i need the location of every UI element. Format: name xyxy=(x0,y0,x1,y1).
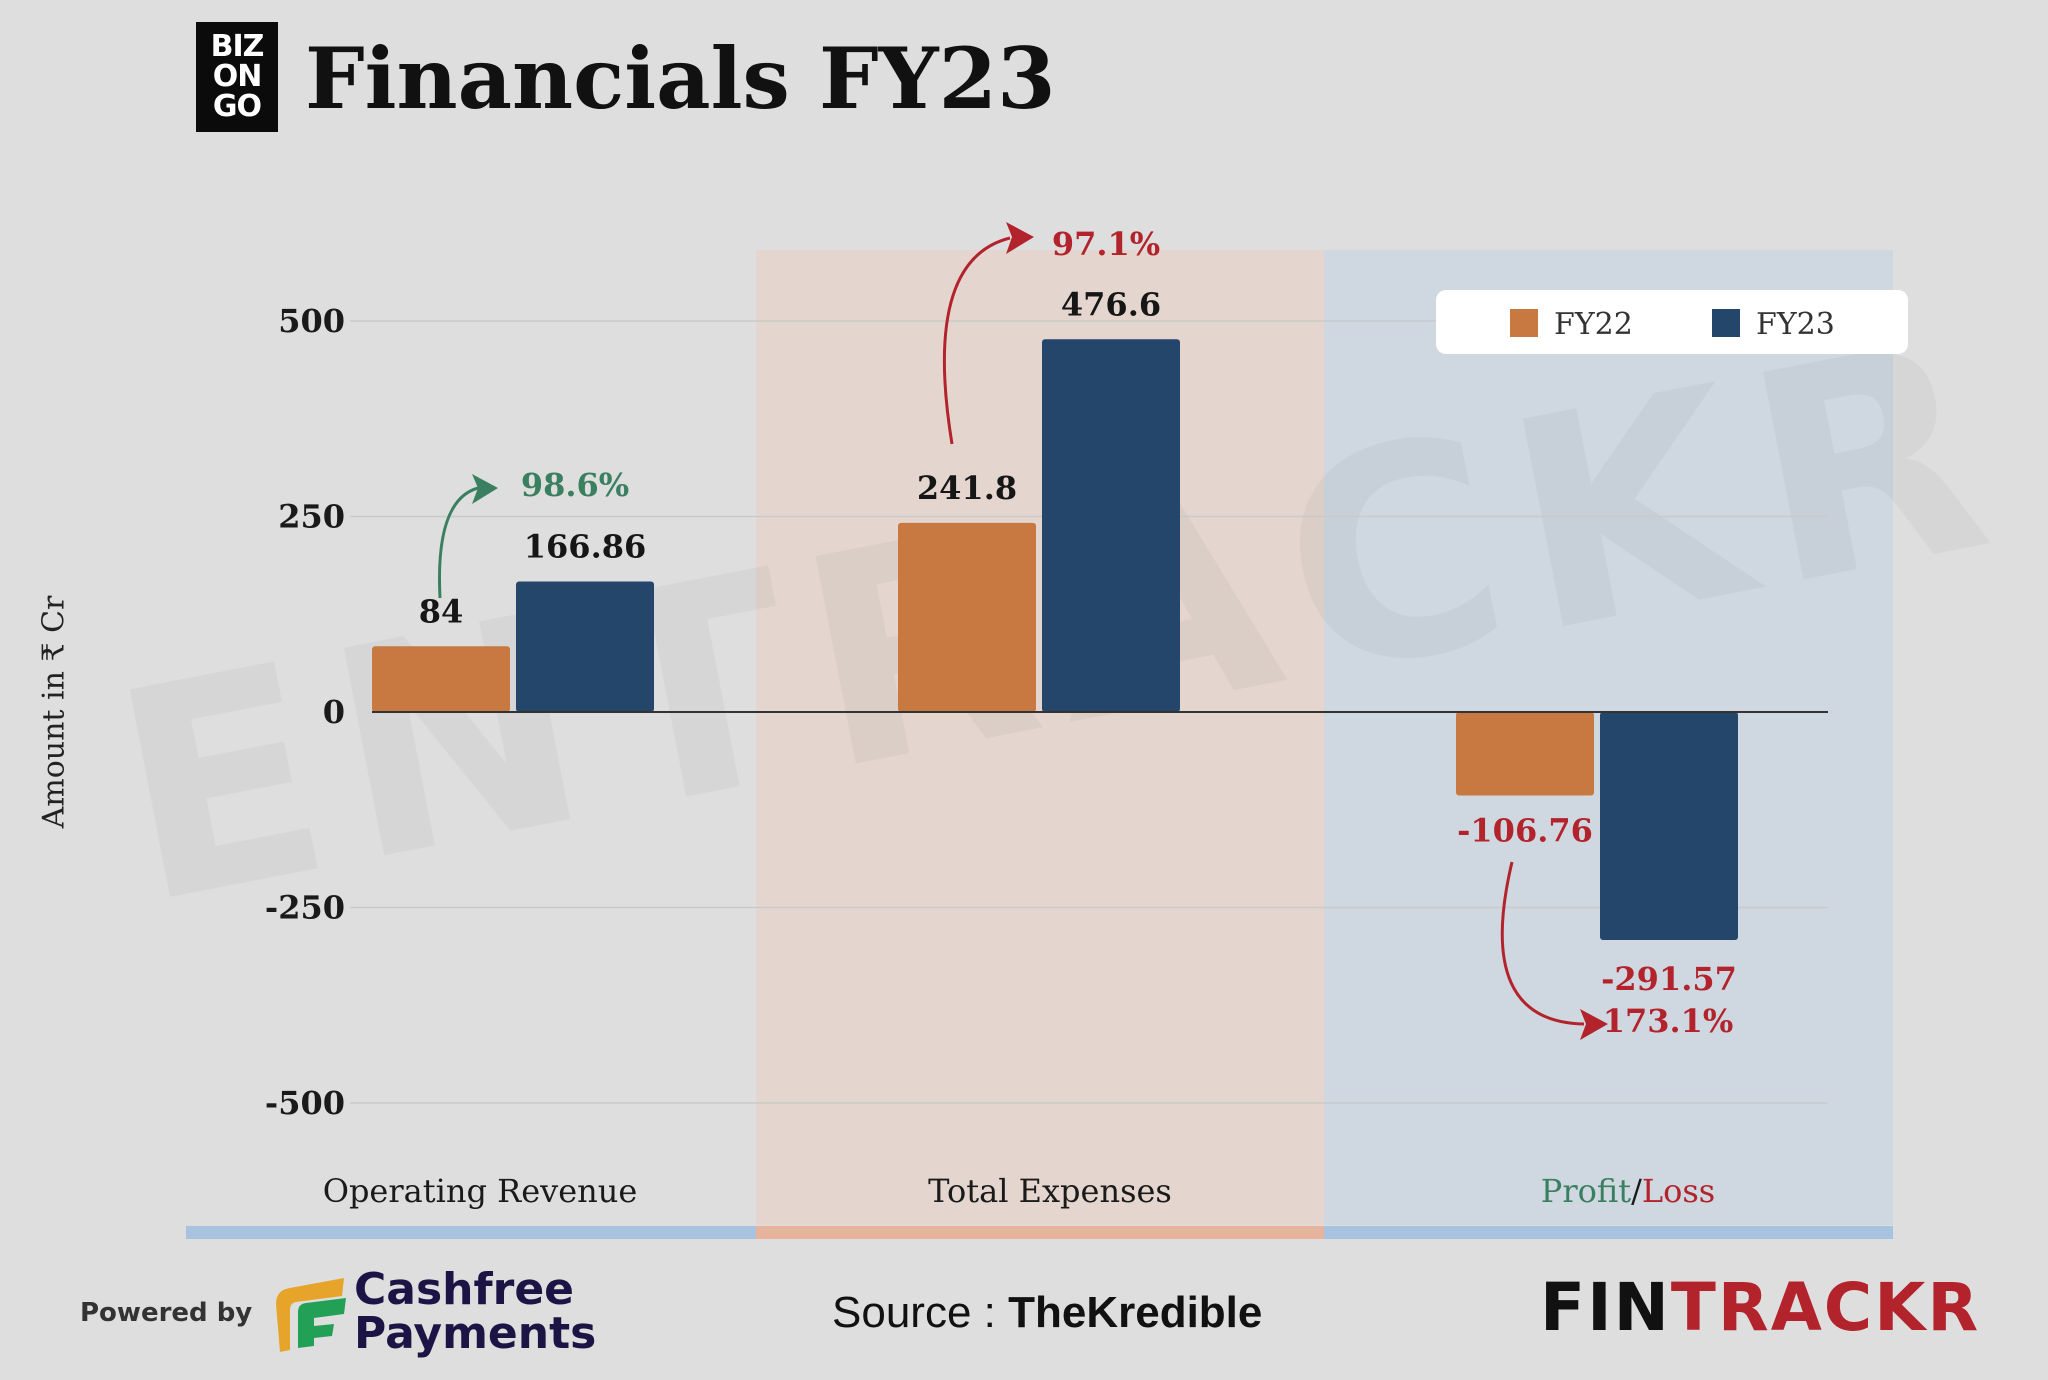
section-background-2 xyxy=(756,250,1324,1225)
legend-label-fy22: FY22 xyxy=(1554,307,1633,342)
bar-fy22 xyxy=(898,522,1036,712)
legend-swatch-fy22 xyxy=(1510,309,1538,337)
section-strip-1 xyxy=(186,1226,756,1239)
growth-arrow-revenue-head xyxy=(472,474,498,504)
source-prefix: Source : xyxy=(832,1288,1009,1337)
data-label: 84 xyxy=(419,592,464,630)
growth-arrow-expenses xyxy=(942,236,1011,445)
data-label: -106.76 xyxy=(1457,811,1593,849)
source-credit: Source : TheKredible xyxy=(832,1288,1262,1338)
cashfree-wordmark: Cashfree Payments xyxy=(354,1268,596,1356)
bar-fy23 xyxy=(1600,712,1738,941)
legend-label-fy23: FY23 xyxy=(1756,307,1835,342)
y-tick-label: 250 xyxy=(278,498,345,536)
data-label: 166.86 xyxy=(524,528,646,566)
page-title: Financials FY23 xyxy=(305,29,1056,128)
change-percent-label: 97.1% xyxy=(1052,225,1160,263)
legend-swatch-fy23 xyxy=(1712,309,1740,337)
data-label: 241.8 xyxy=(917,469,1017,507)
y-tick-label: -250 xyxy=(265,889,345,927)
cashfree-line-2: Payments xyxy=(354,1308,597,1359)
fintrackr-logo: FINTRACKR xyxy=(1540,1272,1980,1344)
legend-box xyxy=(1436,290,1908,354)
fintrackr-fin: FIN xyxy=(1540,1269,1671,1346)
logo-line-1: BIZ xyxy=(210,29,265,64)
y-axis-label: Amount in ₹ Cr xyxy=(36,595,72,829)
powered-by-label: Powered by xyxy=(80,1298,253,1328)
y-tick-label: 500 xyxy=(278,302,345,340)
bar-fy22 xyxy=(372,646,510,712)
category-label-profit-loss: Profit/Loss xyxy=(1541,1172,1715,1210)
logo-line-2: ON xyxy=(212,59,263,94)
data-label: 476.6 xyxy=(1061,285,1161,323)
category-label: Operating Revenue xyxy=(323,1172,638,1210)
y-tick-label: 0 xyxy=(323,693,345,731)
growth-arrow-revenue xyxy=(438,486,479,599)
growth-arrow-expenses-head xyxy=(1006,222,1034,254)
section-strip-3 xyxy=(1324,1226,1893,1239)
cashfree-line-1: Cashfree xyxy=(354,1264,575,1315)
profit-loss-part: Profit xyxy=(1541,1172,1631,1210)
y-tick-label: -500 xyxy=(265,1084,345,1122)
change-percent-label: 173.1% xyxy=(1603,1002,1734,1040)
category-label: Total Expenses xyxy=(928,1172,1172,1210)
growth-arrow-loss-head xyxy=(1580,1009,1608,1040)
section-strip-2 xyxy=(756,1226,1324,1239)
bar-fy23 xyxy=(516,581,654,712)
bizongo-logo: BIZ ON GO xyxy=(196,22,278,132)
growth-arrow-loss xyxy=(1500,861,1585,1026)
profit-loss-part: Loss xyxy=(1642,1172,1715,1210)
fintrackr-trackr: TRACKR xyxy=(1670,1269,1981,1346)
bar-fy23 xyxy=(1042,339,1180,712)
change-percent-label: 98.6% xyxy=(521,466,629,504)
data-label: -291.57 xyxy=(1601,960,1737,998)
profit-loss-part: / xyxy=(1631,1172,1642,1210)
logo-line-3: GO xyxy=(212,89,262,124)
bar-fy22 xyxy=(1456,712,1594,796)
cashfree-logo-icon xyxy=(276,1278,346,1352)
source-name: TheKredible xyxy=(1008,1288,1263,1337)
